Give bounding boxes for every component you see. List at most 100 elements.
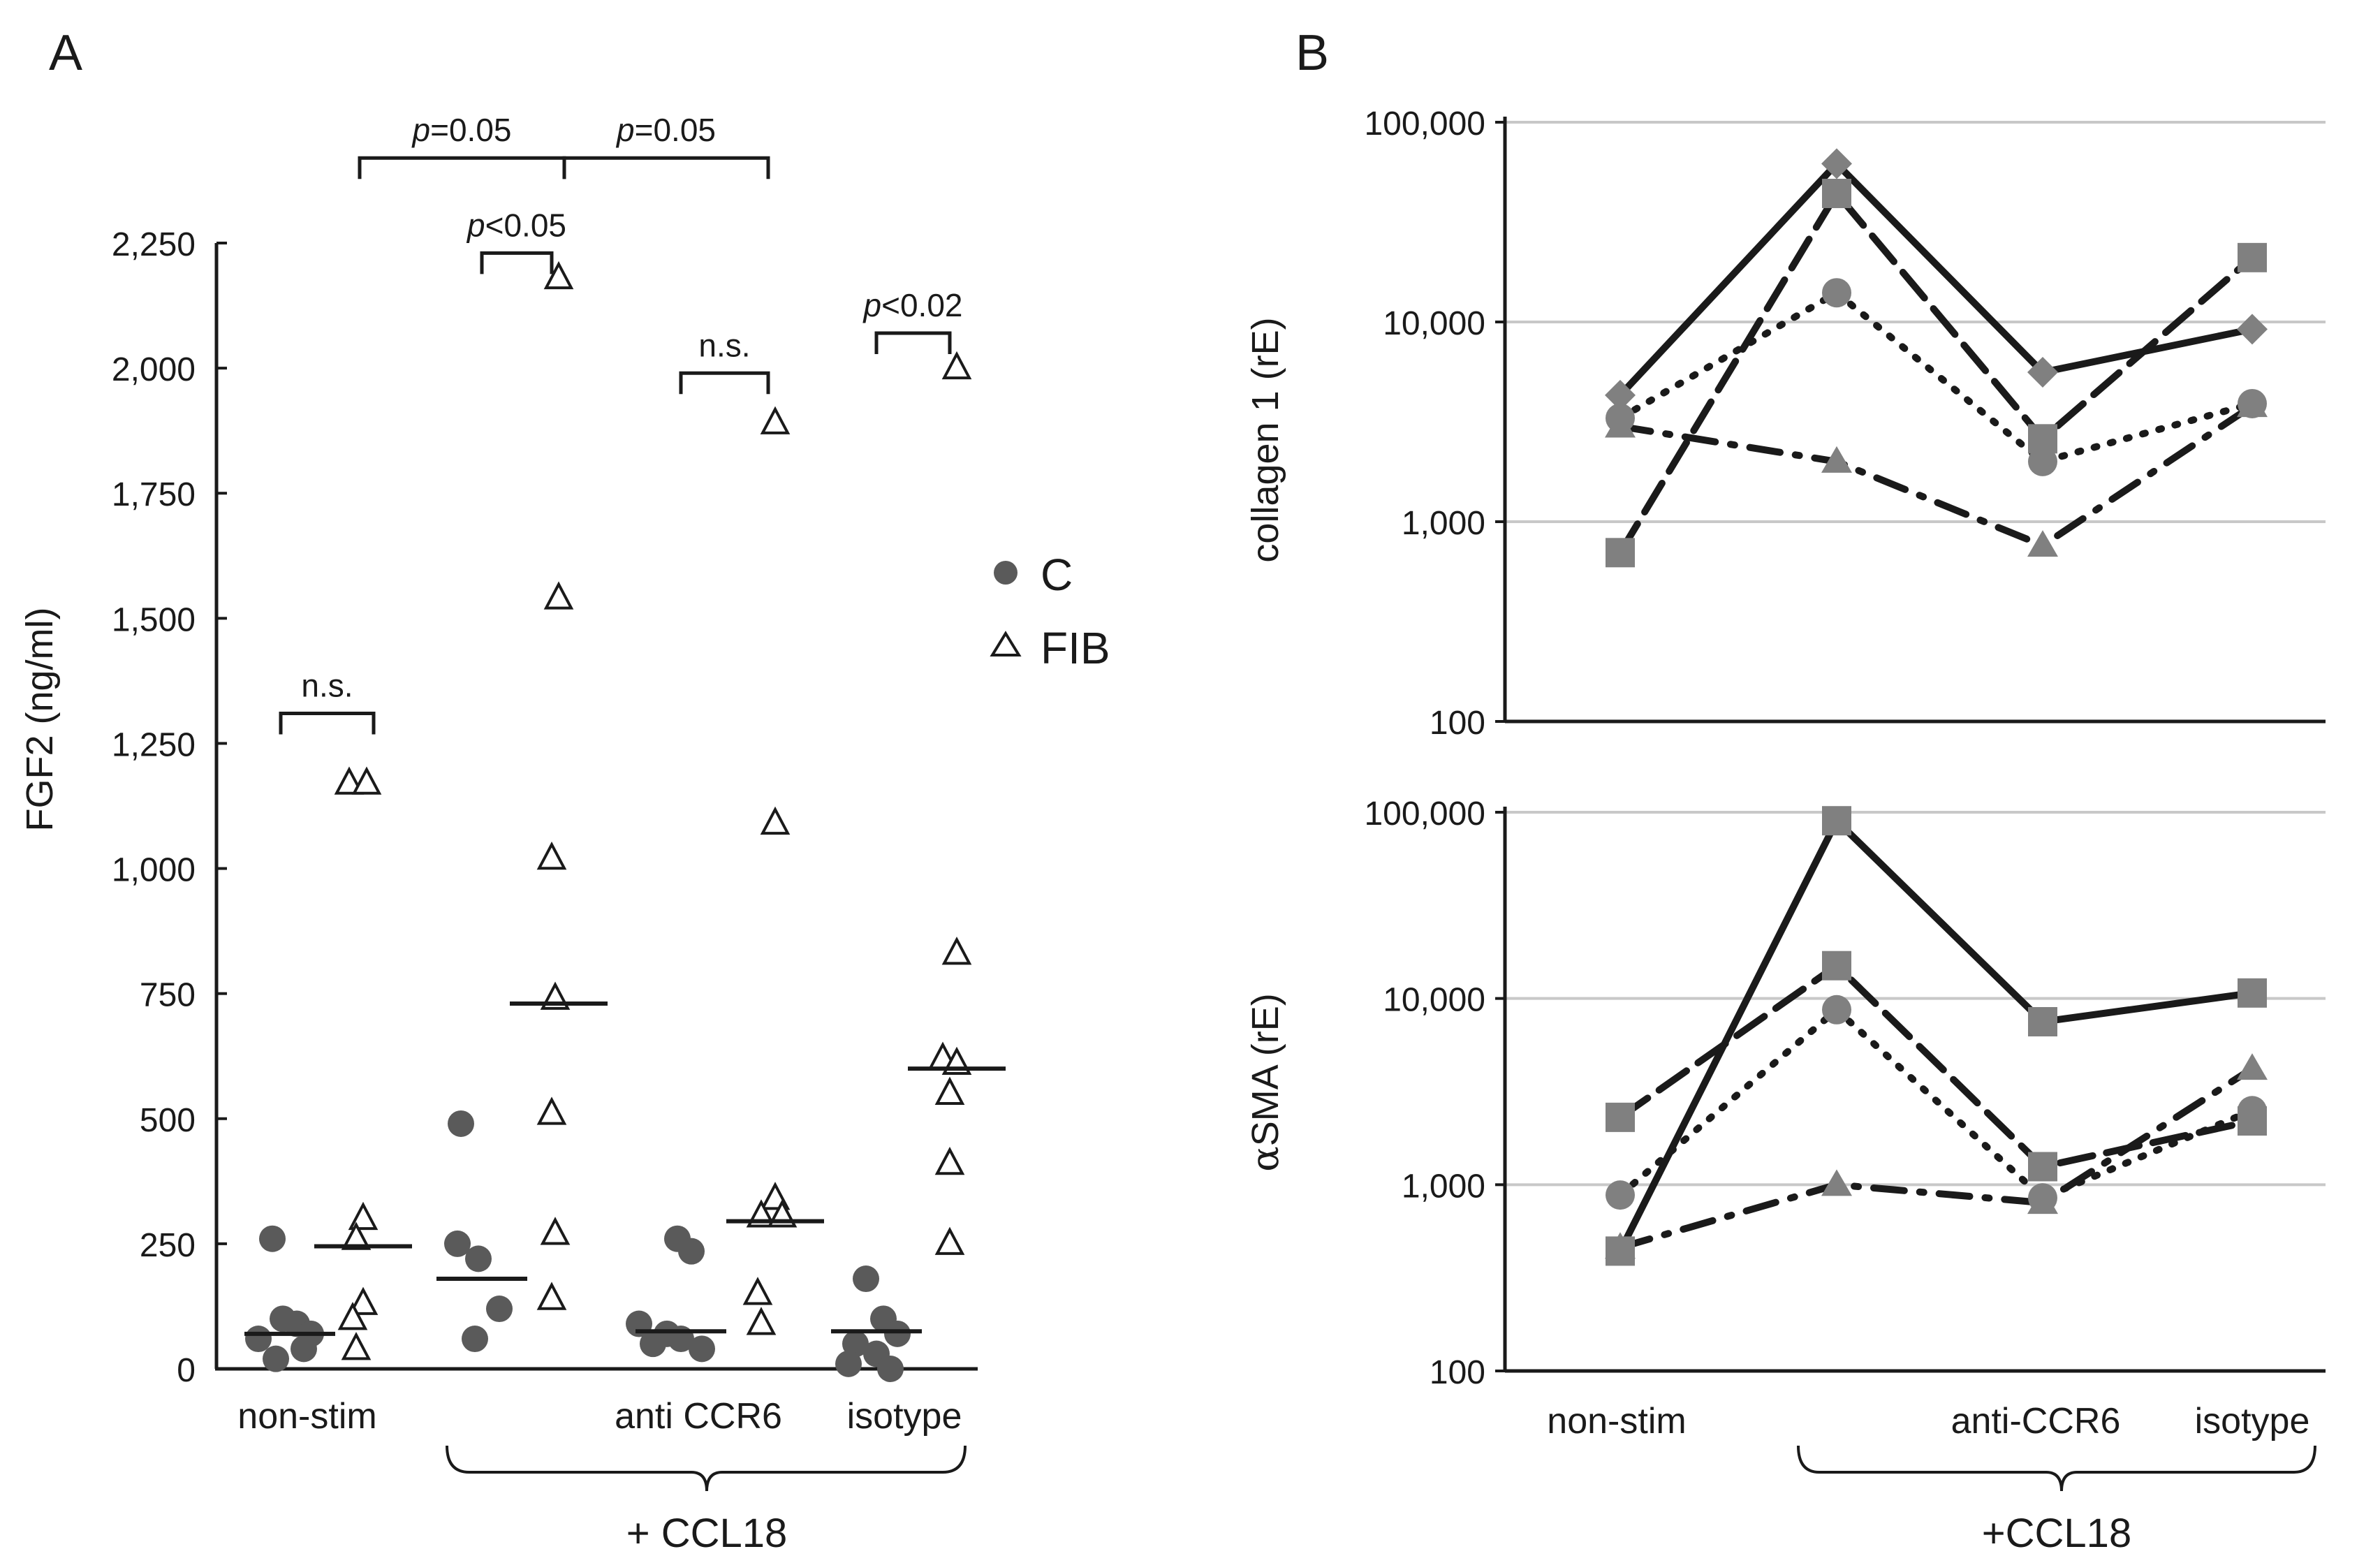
point-fib xyxy=(941,937,972,965)
asma-marker-triangle xyxy=(1605,1232,1636,1259)
panel-a-y-tick-label: 2,250 xyxy=(112,226,196,263)
asma-y-tick-label: 10,000 xyxy=(1383,982,1485,1019)
panel-a: A 0 250 500 750 1,000 1,250 1,500 1,750 2,000 2,2… xyxy=(19,25,1110,1556)
significance-label-p: p xyxy=(862,287,882,323)
collagen-marker-diamond xyxy=(1821,148,1852,179)
collagen-series-line-dashdot xyxy=(1617,402,2256,550)
point-fib xyxy=(540,1217,571,1245)
significance-label: p=0.05 xyxy=(411,112,512,148)
significance-label-value: =0.05 xyxy=(430,112,511,148)
panel-b-category-non-stim: non-stim xyxy=(1547,1401,1686,1441)
asma-marker-triangle xyxy=(1821,1169,1852,1196)
asma-series-line-dashdot xyxy=(1617,1065,2256,1252)
significance-label: p<0.02 xyxy=(862,287,963,323)
panel-a-y-tick-label: 1,250 xyxy=(112,726,196,763)
asma-marker-circle xyxy=(2238,1096,2267,1126)
collagen-y-axis-title: collagen 1 (rE) xyxy=(1244,317,1286,562)
panel-a-y-tick-label: 1,500 xyxy=(112,601,196,638)
significance-label-p: p xyxy=(615,112,635,148)
collagen-marker-circle xyxy=(1822,278,1851,308)
panel-a-y-tick-label: 1,750 xyxy=(112,476,196,513)
legend-marker-c xyxy=(994,561,1018,585)
panel-a-y-tick-label: 2,000 xyxy=(112,351,196,388)
asma-y-tick-label: 100 xyxy=(1430,1354,1485,1391)
point-c xyxy=(640,1330,666,1358)
significance-label-p: p xyxy=(411,112,431,148)
asma-marker-square xyxy=(2028,1006,2057,1036)
point-c xyxy=(842,1330,869,1358)
asma-marker-square xyxy=(2028,1152,2057,1182)
panel-a-y-axis: 0 250 500 750 1,000 1,250 1,500 1,750 2,000 2,250 xyxy=(112,226,227,1389)
collagen-data-marks xyxy=(1605,148,2268,568)
point-c xyxy=(444,1230,471,1257)
asma-marker-square xyxy=(1606,1102,1635,1132)
point-c xyxy=(291,1335,317,1363)
point-fib xyxy=(934,1076,965,1105)
collagen-marker-diamond xyxy=(2027,357,2058,388)
point-c xyxy=(689,1335,715,1363)
significance-bracket xyxy=(358,156,566,179)
point-c xyxy=(877,1356,904,1382)
point-c xyxy=(245,1326,272,1353)
significance-bracket xyxy=(562,156,770,179)
legend-label-c: C xyxy=(1041,550,1073,600)
panel-b-category-anti-ccr6: anti-CCR6 xyxy=(1951,1401,2121,1441)
panel-a-y-tick-label: 0 xyxy=(177,1352,196,1389)
asma-y-tick-label: 1,000 xyxy=(1402,1168,1485,1205)
point-fib xyxy=(348,1201,379,1231)
asma-data-marks xyxy=(1605,806,2268,1266)
collagen-y-tick-label: 100 xyxy=(1430,705,1485,742)
point-c xyxy=(263,1345,289,1372)
asma-marker-triangle xyxy=(2237,1053,2268,1080)
collagen-series-line-dashed xyxy=(1617,189,2256,557)
significance-bracket xyxy=(874,331,952,354)
panel-a-y-tick-label: 750 xyxy=(140,977,196,1014)
asma-marker-circle xyxy=(1606,1180,1635,1210)
asma-series-line-dotted xyxy=(1617,1006,2256,1202)
asma-marker-square xyxy=(1822,806,1851,836)
asma-y-axis-title: αSMA (rE) xyxy=(1243,993,1287,1171)
legend-marker-fib xyxy=(990,631,1022,656)
collagen-series-line-dotted xyxy=(1617,289,2256,465)
point-fib xyxy=(543,581,574,610)
point-fib xyxy=(536,1096,567,1125)
significance-label-value: n.s. xyxy=(301,667,353,703)
significance-bracket xyxy=(679,371,770,395)
point-c xyxy=(835,1350,862,1377)
significance-label-value: <0.02 xyxy=(881,287,962,323)
collagen-marker-triangle xyxy=(1821,446,1852,473)
panel-a-group-label-anti-ccr6: anti CCR6 xyxy=(615,1396,782,1437)
panel-b-asma-chart: 100 1,000 10,000 100,000 αSMA (rE) xyxy=(1243,795,2326,1391)
collagen-marker-square xyxy=(1606,538,1635,568)
panel-a-ccl18-label: + CCL18 xyxy=(626,1511,788,1556)
point-fib xyxy=(760,406,791,434)
asma-y-axis-title-rest: SMA (rE) xyxy=(1244,993,1286,1146)
point-fib xyxy=(742,1277,773,1305)
asma-marker-square xyxy=(1822,951,1851,981)
panel-a-group-label-isotype: isotype xyxy=(847,1396,962,1437)
point-c xyxy=(486,1296,513,1323)
significance-label: n.s. xyxy=(698,327,750,363)
point-fib xyxy=(351,766,382,795)
collagen-marker-triangle xyxy=(1605,411,1636,438)
point-fib xyxy=(746,1307,777,1335)
panel-a-label: A xyxy=(49,25,82,81)
point-c xyxy=(462,1326,488,1353)
panel-a-y-tick-label: 1,000 xyxy=(112,852,196,889)
significance-bracket xyxy=(480,251,554,274)
panel-b-collagen-chart: 100 1,000 10,000 100,000 collagen 1 (rE) xyxy=(1244,105,2326,742)
collagen-marker-square xyxy=(1822,178,1851,208)
panel-b-ccl18-label: +CCL18 xyxy=(1982,1511,2131,1556)
point-fib xyxy=(536,1282,567,1310)
point-fib xyxy=(341,1332,372,1360)
collagen-marker-circle xyxy=(2028,446,2057,476)
asma-marker-circle xyxy=(1822,995,1851,1025)
point-c xyxy=(448,1110,474,1137)
point-fib xyxy=(348,1286,379,1315)
point-fib xyxy=(341,1221,372,1250)
point-fib xyxy=(337,1302,368,1330)
asma-marker-square xyxy=(2238,978,2267,1008)
collagen-marker-diamond xyxy=(1605,379,1636,411)
